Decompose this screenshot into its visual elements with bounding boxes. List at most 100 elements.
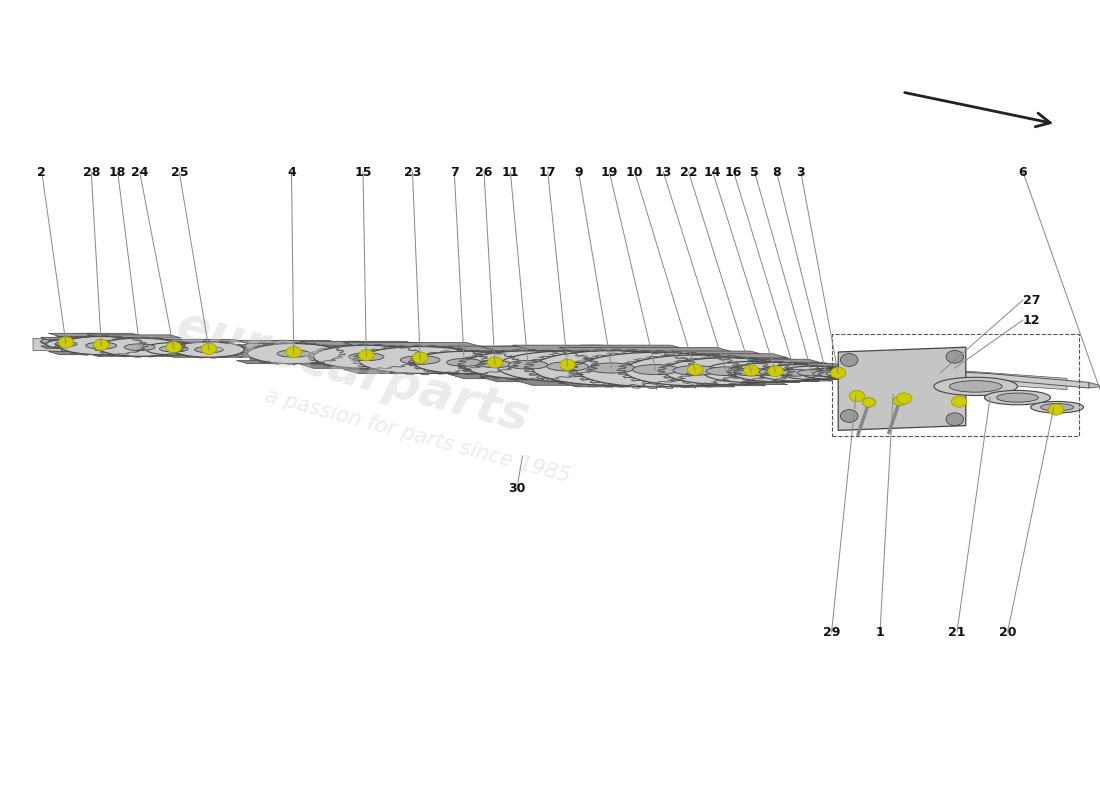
Text: 8: 8 bbox=[772, 166, 781, 178]
Circle shape bbox=[862, 398, 876, 407]
Text: 10: 10 bbox=[626, 166, 644, 178]
Ellipse shape bbox=[248, 343, 340, 364]
Text: 7: 7 bbox=[450, 166, 459, 178]
Ellipse shape bbox=[780, 370, 811, 376]
Ellipse shape bbox=[1041, 403, 1074, 411]
Polygon shape bbox=[48, 351, 143, 354]
Ellipse shape bbox=[770, 367, 801, 374]
Polygon shape bbox=[480, 346, 638, 351]
Ellipse shape bbox=[41, 338, 80, 346]
Polygon shape bbox=[41, 338, 86, 340]
Ellipse shape bbox=[359, 346, 482, 374]
Circle shape bbox=[487, 357, 503, 368]
Ellipse shape bbox=[75, 339, 106, 346]
Ellipse shape bbox=[478, 360, 512, 367]
Ellipse shape bbox=[821, 370, 845, 374]
Text: 13: 13 bbox=[654, 166, 672, 178]
Polygon shape bbox=[343, 370, 482, 374]
Text: 2: 2 bbox=[37, 166, 46, 178]
Circle shape bbox=[849, 390, 865, 402]
Circle shape bbox=[560, 359, 575, 370]
Ellipse shape bbox=[55, 342, 77, 346]
Ellipse shape bbox=[448, 346, 575, 374]
Circle shape bbox=[58, 337, 74, 348]
Polygon shape bbox=[773, 364, 843, 366]
Ellipse shape bbox=[588, 363, 635, 373]
Ellipse shape bbox=[343, 342, 466, 370]
Ellipse shape bbox=[87, 335, 170, 353]
Ellipse shape bbox=[997, 393, 1038, 402]
Ellipse shape bbox=[692, 363, 732, 371]
Text: 18: 18 bbox=[109, 166, 126, 178]
Polygon shape bbox=[720, 378, 820, 382]
Ellipse shape bbox=[236, 340, 329, 361]
Ellipse shape bbox=[934, 378, 1018, 395]
Polygon shape bbox=[691, 358, 800, 362]
Text: 28: 28 bbox=[82, 166, 100, 178]
Polygon shape bbox=[164, 339, 244, 342]
Text: 19: 19 bbox=[601, 166, 618, 178]
Ellipse shape bbox=[433, 355, 469, 363]
Polygon shape bbox=[559, 347, 735, 352]
Polygon shape bbox=[300, 364, 419, 368]
Polygon shape bbox=[480, 377, 638, 382]
Text: 20: 20 bbox=[999, 626, 1016, 638]
Ellipse shape bbox=[773, 364, 835, 377]
Circle shape bbox=[1048, 404, 1064, 415]
Ellipse shape bbox=[508, 361, 548, 369]
Ellipse shape bbox=[349, 353, 384, 361]
Ellipse shape bbox=[664, 358, 788, 385]
Circle shape bbox=[768, 366, 783, 377]
Ellipse shape bbox=[385, 352, 425, 360]
Text: 17: 17 bbox=[539, 166, 557, 178]
Ellipse shape bbox=[464, 351, 592, 378]
Text: 6: 6 bbox=[1019, 166, 1027, 178]
Ellipse shape bbox=[1031, 402, 1084, 413]
Ellipse shape bbox=[336, 349, 371, 357]
Polygon shape bbox=[236, 340, 340, 343]
Ellipse shape bbox=[145, 342, 202, 355]
Ellipse shape bbox=[547, 362, 589, 371]
Ellipse shape bbox=[113, 341, 144, 347]
Text: 29: 29 bbox=[823, 626, 840, 638]
Ellipse shape bbox=[984, 390, 1050, 405]
Ellipse shape bbox=[59, 337, 143, 354]
Circle shape bbox=[946, 350, 964, 363]
Ellipse shape bbox=[658, 362, 702, 371]
Ellipse shape bbox=[160, 346, 188, 352]
Polygon shape bbox=[448, 370, 532, 372]
Text: 5: 5 bbox=[750, 166, 759, 178]
Polygon shape bbox=[300, 342, 419, 346]
Circle shape bbox=[840, 410, 858, 422]
Text: 27: 27 bbox=[1023, 294, 1041, 306]
Ellipse shape bbox=[576, 352, 735, 387]
Polygon shape bbox=[138, 340, 202, 342]
Circle shape bbox=[688, 364, 703, 375]
Text: eurocarparts: eurocarparts bbox=[169, 302, 535, 442]
Ellipse shape bbox=[734, 368, 769, 376]
Ellipse shape bbox=[609, 351, 750, 382]
Ellipse shape bbox=[798, 370, 826, 376]
Text: 14: 14 bbox=[704, 166, 722, 178]
Ellipse shape bbox=[758, 365, 833, 381]
Polygon shape bbox=[48, 334, 143, 337]
Polygon shape bbox=[400, 348, 515, 351]
Ellipse shape bbox=[447, 358, 482, 366]
Polygon shape bbox=[87, 335, 182, 338]
Polygon shape bbox=[448, 354, 532, 356]
Ellipse shape bbox=[806, 369, 833, 375]
Text: 3: 3 bbox=[796, 166, 805, 178]
Polygon shape bbox=[748, 362, 833, 365]
Circle shape bbox=[946, 413, 964, 426]
Ellipse shape bbox=[185, 344, 213, 350]
Ellipse shape bbox=[813, 368, 852, 376]
Ellipse shape bbox=[513, 345, 671, 380]
Ellipse shape bbox=[458, 356, 532, 372]
Circle shape bbox=[286, 346, 301, 358]
Polygon shape bbox=[513, 345, 691, 350]
Polygon shape bbox=[609, 382, 766, 386]
Ellipse shape bbox=[50, 339, 72, 344]
Ellipse shape bbox=[691, 358, 788, 379]
Polygon shape bbox=[448, 346, 592, 351]
Text: 11: 11 bbox=[502, 166, 519, 178]
